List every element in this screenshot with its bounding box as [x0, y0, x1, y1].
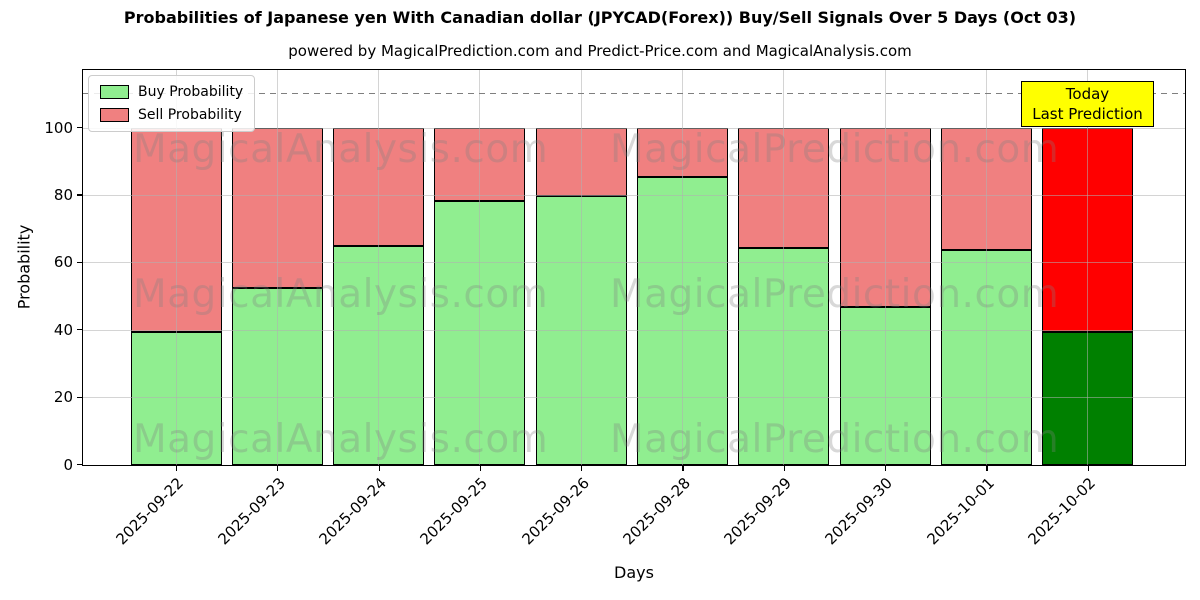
today-annotation-box: Today Last Prediction	[1021, 81, 1154, 127]
x-tick	[378, 466, 380, 471]
annotation-line2: Last Prediction	[1032, 105, 1143, 123]
gridline-vertical	[479, 70, 481, 465]
x-tick-label: 2025-09-26	[518, 474, 593, 549]
legend-label-buy: Buy Probability	[138, 84, 244, 100]
gridline-horizontal	[83, 397, 1185, 399]
legend-item-buy: Buy Probability	[100, 84, 243, 100]
gridline-vertical	[175, 70, 177, 465]
gridline-horizontal	[83, 262, 1185, 264]
gridline-horizontal	[83, 329, 1185, 331]
gridline-vertical	[276, 70, 278, 465]
y-tick	[77, 396, 82, 398]
x-tick	[986, 466, 988, 471]
y-tick-label: 60	[53, 253, 73, 272]
x-tick-label: 2025-09-28	[619, 474, 694, 549]
y-tick-label: 40	[53, 320, 73, 339]
gridline-vertical	[1087, 70, 1089, 465]
y-tick	[77, 261, 82, 264]
x-tick-label: 2025-09-23	[214, 474, 289, 549]
watermark-text: MagicalPrediction.com	[610, 417, 1060, 462]
x-tick	[1087, 466, 1089, 471]
y-tick-label: 0	[63, 455, 73, 474]
y-tick	[77, 127, 82, 129]
y-tick	[77, 194, 82, 196]
gridline-horizontal	[83, 127, 1185, 129]
x-tick	[682, 466, 684, 471]
x-tick	[581, 466, 583, 471]
x-tick	[885, 466, 887, 471]
watermark-text: MagicalAnalysis.com	[133, 127, 549, 172]
gridline-vertical	[985, 70, 987, 465]
legend-item-sell: Sell Probability	[100, 107, 243, 123]
x-axis-label: Days	[614, 563, 654, 582]
y-tick	[77, 329, 82, 331]
x-tick	[277, 466, 279, 471]
gridline-vertical	[884, 70, 886, 465]
x-tick-label: 2025-09-30	[821, 474, 897, 549]
x-tick	[175, 466, 178, 471]
gridline-horizontal	[83, 195, 1185, 197]
watermark-text: MagicalAnalysis.com	[133, 417, 549, 462]
watermark-text: MagicalPrediction.com	[610, 127, 1060, 172]
x-tick-label: 2025-10-01	[923, 474, 998, 549]
gridline-vertical	[682, 70, 683, 465]
x-tick	[479, 466, 482, 471]
y-tick-label: 20	[53, 388, 73, 407]
watermark-text: MagicalPrediction.com	[610, 272, 1060, 317]
x-tick-label: 2025-09-22	[112, 474, 188, 549]
x-tick-label: 2025-09-29	[720, 474, 796, 549]
sell-probability-swatch	[100, 108, 129, 122]
legend-label-sell: Sell Probability	[138, 107, 242, 123]
watermark-text: MagicalAnalysis.com	[133, 272, 549, 317]
y-tick	[77, 463, 82, 466]
x-tick-label: 2025-09-25	[416, 474, 492, 549]
x-tick-label: 2025-10-02	[1024, 474, 1099, 549]
dashed-threshold-line	[83, 92, 1185, 95]
chart-title: Probabilities of Japanese yen With Canad…	[123, 8, 1077, 27]
plot-area: Buy Probability Sell Probability Today L…	[82, 69, 1186, 466]
gridline-vertical	[580, 70, 582, 465]
gridline-vertical	[378, 70, 380, 465]
legend: Buy Probability Sell Probability	[88, 75, 256, 132]
x-tick	[783, 466, 785, 471]
x-tick-label: 2025-09-24	[315, 474, 390, 549]
chart-subtitle: powered by MagicalPrediction.com and Pre…	[288, 42, 912, 60]
y-tick-label: 80	[53, 186, 73, 205]
annotation-line1: Today	[1065, 85, 1110, 103]
buy-probability-swatch	[100, 85, 129, 99]
gridline-vertical	[783, 70, 785, 465]
y-tick-label: 100	[44, 118, 73, 137]
